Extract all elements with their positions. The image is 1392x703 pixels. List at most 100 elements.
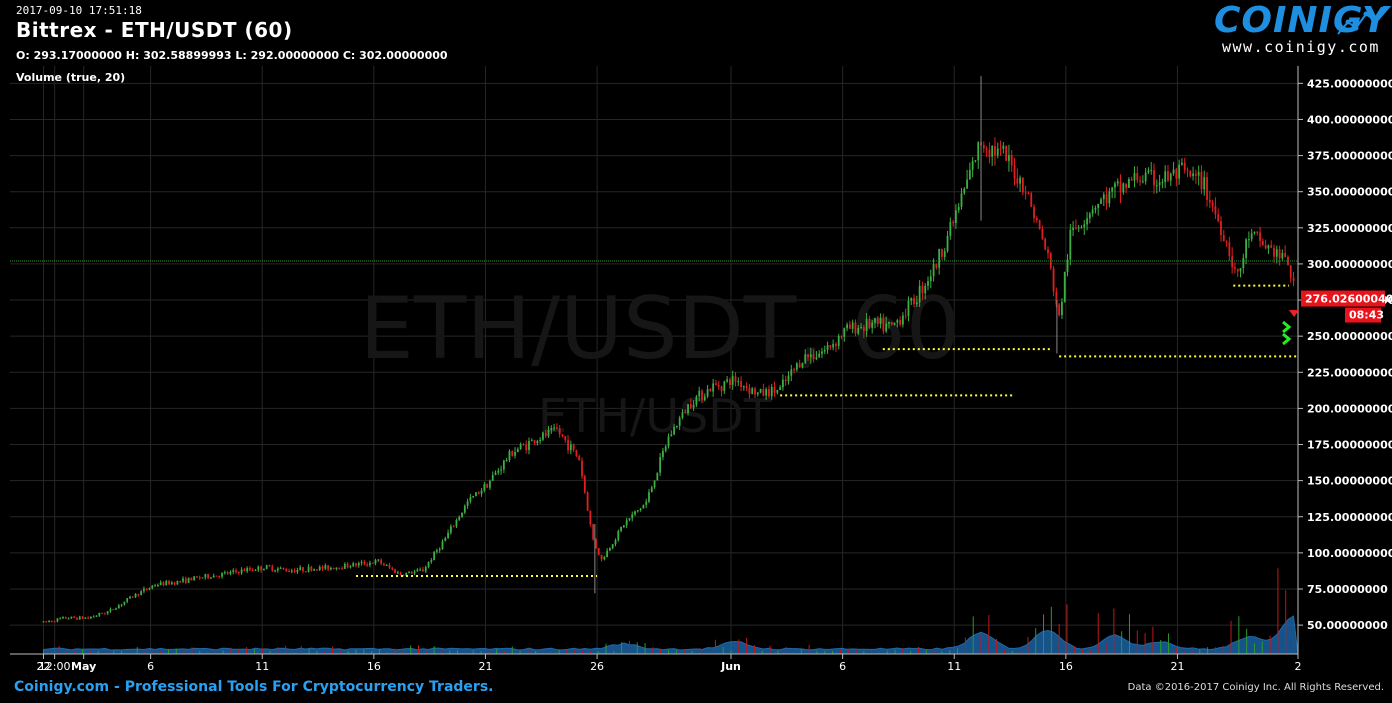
candle-body: [1256, 231, 1259, 233]
candle-body: [843, 328, 846, 337]
candle-body: [1128, 179, 1130, 188]
candle-body: [899, 320, 902, 325]
candle-body: [544, 432, 547, 437]
candle-body: [190, 577, 193, 581]
candle-body: [592, 524, 595, 540]
candle-body: [567, 440, 569, 451]
candle-body: [84, 617, 87, 619]
candle-body: [1225, 241, 1228, 243]
candle-body: [650, 487, 653, 493]
candle-body: [1035, 218, 1038, 221]
candle-body: [1061, 301, 1063, 316]
volume-indicator-label[interactable]: Volume (true, 20): [16, 71, 126, 84]
candle-body: [776, 389, 779, 393]
candle-body: [1247, 239, 1250, 241]
candle-body: [307, 566, 310, 572]
candle-body: [1234, 267, 1236, 269]
candle-body: [673, 427, 675, 435]
candle-body: [327, 565, 329, 570]
candle-body: [943, 251, 946, 257]
y-tick-label: 400.00000000: [1307, 113, 1392, 126]
candle-body: [232, 570, 235, 572]
candle-body: [1242, 257, 1245, 269]
candle-body: [394, 569, 396, 573]
candle-body: [1116, 181, 1119, 184]
candle-body: [971, 160, 974, 170]
candle-body: [759, 389, 762, 393]
candle-body: [740, 381, 742, 388]
candle-body: [511, 451, 514, 456]
candle-body: [154, 585, 156, 587]
candle-body: [382, 563, 385, 566]
candle-body: [737, 381, 740, 383]
candle-body: [1010, 155, 1013, 166]
candle-body: [876, 318, 879, 325]
volume-series: [42, 568, 1299, 655]
candle-body: [405, 572, 408, 576]
y-tick-label: 125.00000000: [1307, 511, 1392, 524]
candle-body: [645, 501, 648, 505]
candle-body: [1091, 209, 1094, 214]
candle-body: [1236, 268, 1239, 272]
candle-body: [438, 549, 441, 551]
candle-body: [1144, 172, 1147, 182]
candle-body: [519, 444, 522, 450]
candle-body: [355, 563, 357, 566]
candle-body: [807, 354, 809, 358]
candle-body: [996, 148, 999, 156]
footer-tagline[interactable]: Coinigy.com - Professional Tools For Cry…: [14, 679, 494, 695]
candle-body: [1083, 224, 1086, 228]
candle-body: [1189, 170, 1192, 177]
candle-body: [1220, 220, 1222, 236]
candle-body: [667, 436, 670, 447]
candle-body: [809, 354, 812, 358]
candle-body: [1105, 194, 1108, 204]
candle-body: [173, 582, 176, 585]
candle-body: [935, 264, 938, 268]
candle-body: [117, 605, 120, 609]
candle-body: [885, 323, 888, 332]
candle-body: [193, 576, 196, 581]
candle-body: [1088, 213, 1091, 219]
candle-body: [1211, 202, 1214, 206]
candle-body: [346, 563, 349, 568]
y-tick-label: 200.00000000: [1307, 402, 1392, 415]
candle-body: [949, 222, 952, 236]
candle-body: [1231, 256, 1234, 268]
x-tick-label: 2: [1295, 660, 1302, 673]
candle-body: [109, 609, 112, 612]
x-tick-label: 22: [36, 660, 50, 673]
last-price-tag: [1301, 290, 1385, 307]
candle-body: [542, 432, 544, 440]
candle-body: [921, 285, 924, 294]
candle-body: [617, 531, 620, 541]
candle-body: [703, 396, 706, 401]
candle-body: [874, 318, 876, 323]
candle-body: [572, 444, 575, 451]
candle-body: [385, 564, 388, 566]
candle-body: [1072, 227, 1075, 230]
candle-body: [768, 389, 770, 397]
candle-body: [784, 379, 787, 382]
candle-body: [444, 537, 447, 542]
candle-body: [888, 322, 890, 324]
candle-body: [938, 248, 941, 268]
candle-body: [1125, 183, 1128, 188]
candle-body: [198, 577, 201, 579]
buy-arrow-icon: [1282, 332, 1292, 346]
candle-body: [536, 441, 539, 444]
y-tick-label: 75.00000000: [1307, 583, 1388, 596]
candle-body: [960, 193, 963, 207]
candle-body: [447, 532, 449, 538]
coinigy-logo[interactable]: COINIGY www.coinigy.com: [1208, 0, 1388, 58]
candle-body: [229, 571, 232, 574]
candle-body: [1080, 227, 1083, 229]
candle-body: [1030, 193, 1033, 207]
candle-body: [1013, 165, 1016, 179]
candle-body: [497, 470, 500, 473]
x-tick-label: 6: [147, 660, 154, 673]
candle-body: [73, 616, 76, 618]
candle-body: [288, 570, 290, 572]
candle-body: [865, 318, 868, 332]
